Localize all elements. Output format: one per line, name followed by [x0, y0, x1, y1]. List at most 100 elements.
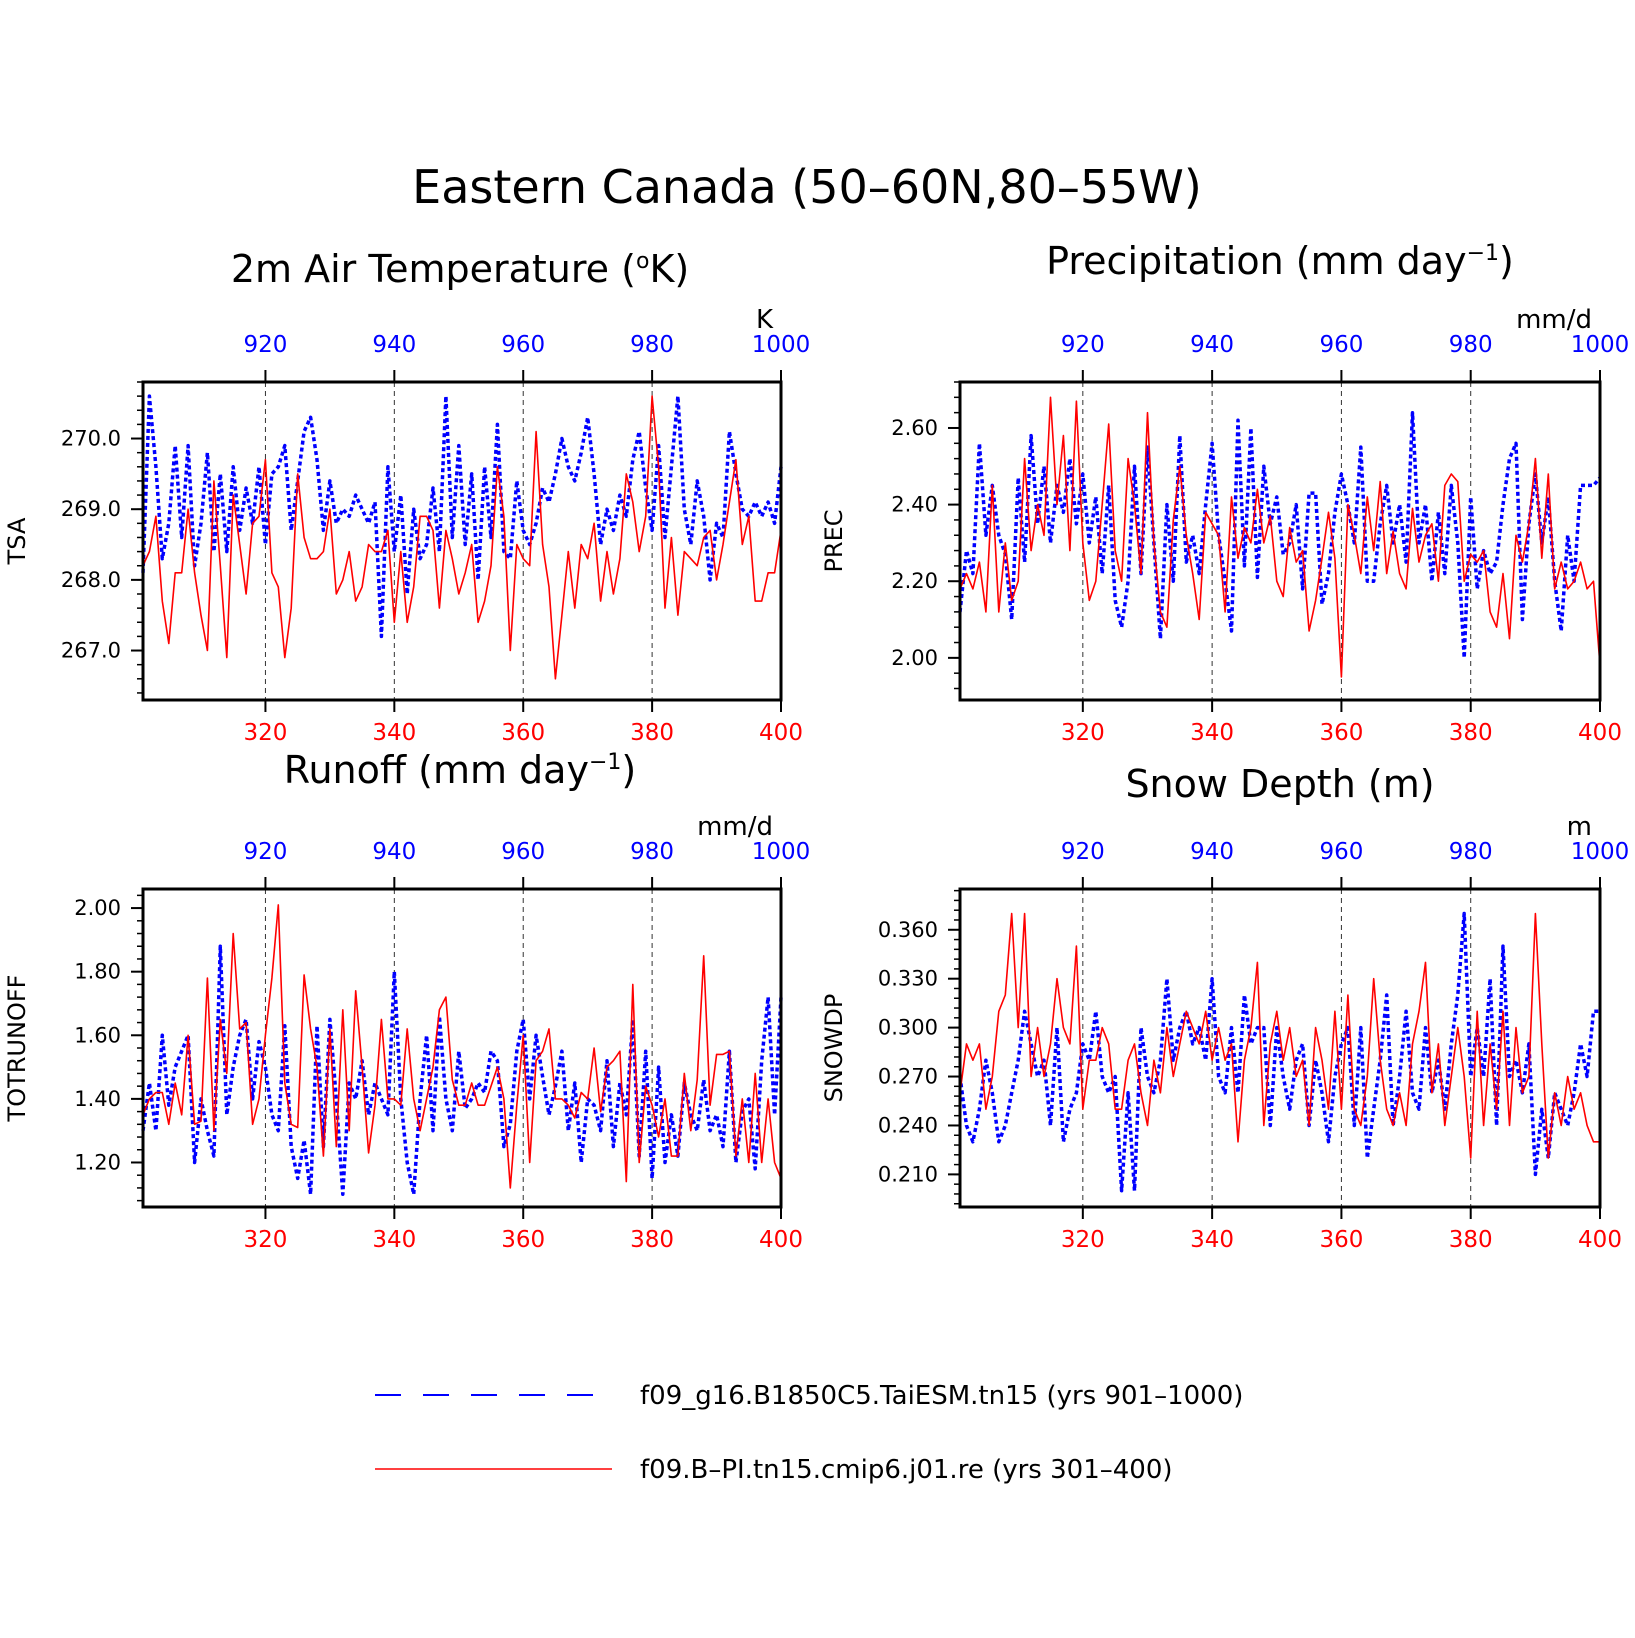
panel-3-y-tick-label: 0.360 [878, 918, 938, 942]
panel-0-x-bottom-tick-label: 400 [759, 720, 803, 746]
panel-1-y-tick-label: 2.40 [891, 493, 938, 517]
panel-0-x-bottom-tick-label: 380 [630, 720, 674, 746]
panel-3-x-top-tick-label: 960 [1319, 839, 1363, 865]
panel-2-series-red [142, 904, 782, 1189]
panel-0-y-tick-label: 269.0 [61, 497, 121, 521]
panel-2-x-top-tick-label: 1000 [752, 839, 811, 865]
panel-2-y-tick-label: 1.60 [74, 1023, 121, 1047]
legend: f09_g16.B1850C5.TaiESM.tn15 (yrs 901–100… [375, 1381, 1243, 1485]
panel-1-x-bottom-tick-label: 340 [1190, 720, 1234, 746]
panel-1-title-text: Precipitation (mm day [1046, 239, 1466, 283]
panel-0-x-top-tick-label: 940 [372, 332, 416, 358]
panel-2-x-bottom-tick-label: 360 [501, 1227, 545, 1253]
panel-2-x-top-tick-label: 940 [372, 839, 416, 865]
panel-runoff: Runoff (mm day−1) 1.20 1.40 1.60 1.80 2.00 320… [3, 748, 810, 1253]
panel-0-x-top-tick-label: 1000 [752, 332, 811, 358]
panel-3-x-bottom-tick-label: 360 [1319, 1227, 1363, 1253]
panel-1-y-tick-label: 2.20 [891, 569, 938, 593]
panel-1-y-axis-label: PREC [820, 509, 848, 572]
panel-3-x-bottom-tick-label: 400 [1578, 1227, 1622, 1253]
panel-1-x-bottom-tick-label: 380 [1449, 720, 1493, 746]
panel-2-x-bottom-tick-label: 380 [630, 1227, 674, 1253]
panel-1-unit-label: mm/d [1516, 305, 1592, 335]
panel-1-x-bottom-tick-label: 400 [1578, 720, 1622, 746]
panel-0-y-tick-label: 268.0 [61, 568, 121, 592]
panel-2-title: Runoff (mm day−1) [284, 748, 636, 792]
panel-1-y-tick-label: 2.60 [891, 416, 938, 440]
panel-0-title-close: K) [649, 247, 689, 291]
panel-3-x-top-tick-label: 920 [1061, 839, 1105, 865]
panel-1-title: Precipitation (mm day−1) [1046, 239, 1514, 283]
panel-2-x-top-tick-label: 920 [243, 839, 287, 865]
panel-temperature: 2m Air Temperature (oK) 267.0 268.0 269.0 27… [3, 247, 810, 746]
panel-0-x-bottom-tick-label: 340 [372, 720, 416, 746]
panel-3-plot-frame [958, 887, 1602, 1209]
panel-1-x-top-tick-label: 980 [1449, 332, 1493, 358]
panel-3-series-blue [958, 911, 1600, 1193]
panel-2-x-top-tick-label: 980 [630, 839, 674, 865]
panel-3-x-bottom-tick-label: 340 [1190, 1227, 1234, 1253]
panel-0-y-tick-label: 267.0 [61, 639, 121, 663]
panel-3-y-tick-label: 0.210 [878, 1162, 938, 1186]
panel-1-x-top-tick-label: 1000 [1571, 332, 1630, 358]
panel-1-x-top-tick-label: 960 [1319, 332, 1363, 358]
panel-3-x-bottom-tick-label: 380 [1449, 1227, 1493, 1253]
panel-1-series-red [959, 396, 1601, 678]
panel-2-x-bottom-tick-label: 400 [759, 1227, 803, 1253]
panel-2-x-bottom-tick-label: 340 [372, 1227, 416, 1253]
panel-1-x-top-tick-label: 920 [1061, 332, 1105, 358]
panel-precipitation: Precipitation (mm day−1) 2.00 2.20 2.40 2.60… [820, 239, 1629, 746]
panel-0-plot-frame [141, 380, 783, 702]
panel-3-x-bottom-tick-label: 320 [1061, 1227, 1105, 1253]
panel-0-title-text: 2m Air Temperature ( [231, 247, 636, 291]
panel-0-unit-label: K [756, 305, 774, 335]
panel-0-y-tick-label: 270.0 [61, 427, 121, 451]
panel-snow-depth: Snow Depth (m) 0.210 0.240 0.270 0.300 0.330 0… [820, 762, 1629, 1253]
legend-label-blue: f09_g16.B1850C5.TaiESM.tn15 (yrs 901–100… [640, 1381, 1243, 1411]
panel-1-title-close: ) [1499, 239, 1514, 283]
panel-2-x-bottom-tick-label: 320 [243, 1227, 287, 1253]
panel-2-y-axis-label: TOTRUNOFF [3, 975, 31, 1123]
panel-0-title: 2m Air Temperature (oK) [231, 247, 689, 291]
panel-2-x-top-tick-label: 960 [501, 839, 545, 865]
panel-0-y-axis-label: TSA [3, 517, 31, 565]
panel-3-y-tick-label: 0.240 [878, 1113, 938, 1137]
panel-1-x-bottom-tick-label: 360 [1319, 720, 1363, 746]
panel-2-y-tick-label: 1.40 [74, 1087, 121, 1111]
panel-0-x-top-tick-label: 980 [630, 332, 674, 358]
panel-3-x-top-tick-label: 980 [1449, 839, 1493, 865]
legend-label-red: f09.B–PI.tn15.cmip6.j01.re (yrs 301–400) [640, 1455, 1173, 1485]
panel-3-title: Snow Depth (m) [1125, 762, 1434, 806]
figure-title: Eastern Canada (50–60N,80–55W) [412, 160, 1202, 214]
panel-2-y-tick-label: 1.20 [74, 1150, 121, 1174]
panel-2-series-blue [141, 944, 783, 1197]
panel-0-series-blue [141, 394, 783, 639]
panel-0-x-bottom-tick-label: 320 [243, 720, 287, 746]
panel-3-title-text: Snow Depth (m) [1125, 762, 1434, 806]
panel-3-y-tick-label: 0.330 [878, 967, 938, 991]
panel-0-series-red [142, 395, 782, 680]
panel-3-series-red [959, 912, 1600, 1159]
panel-3-y-tick-label: 0.300 [878, 1016, 938, 1040]
panel-1-plot-frame [958, 380, 1602, 702]
panel-1-series-blue [958, 410, 1602, 660]
panel-0-x-bottom-tick-label: 360 [501, 720, 545, 746]
panel-1-title-superscript: −1 [1467, 241, 1499, 266]
panel-2-title-superscript: −1 [589, 750, 621, 775]
panel-3-x-top-tick-label: 940 [1190, 839, 1234, 865]
panel-3-x-top-tick-label: 1000 [1571, 839, 1630, 865]
panel-2-title-text: Runoff (mm day [284, 748, 589, 792]
panel-2-y-tick-label: 2.00 [74, 896, 121, 920]
panel-2-y-tick-label: 1.80 [74, 960, 121, 984]
panel-3-y-tick-label: 0.270 [878, 1065, 938, 1089]
panel-3-unit-label: m [1567, 812, 1592, 842]
panel-3-y-axis-label: SNOWDP [820, 994, 848, 1103]
panel-0-x-top-tick-label: 960 [501, 332, 545, 358]
panel-1-x-bottom-tick-label: 320 [1061, 720, 1105, 746]
panel-2-unit-label: mm/d [697, 812, 773, 842]
panel-0-x-top-tick-label: 920 [243, 332, 287, 358]
panel-1-x-top-tick-label: 940 [1190, 332, 1234, 358]
panel-1-y-tick-label: 2.00 [891, 646, 938, 670]
panel-0-title-superscript: o [636, 249, 649, 274]
